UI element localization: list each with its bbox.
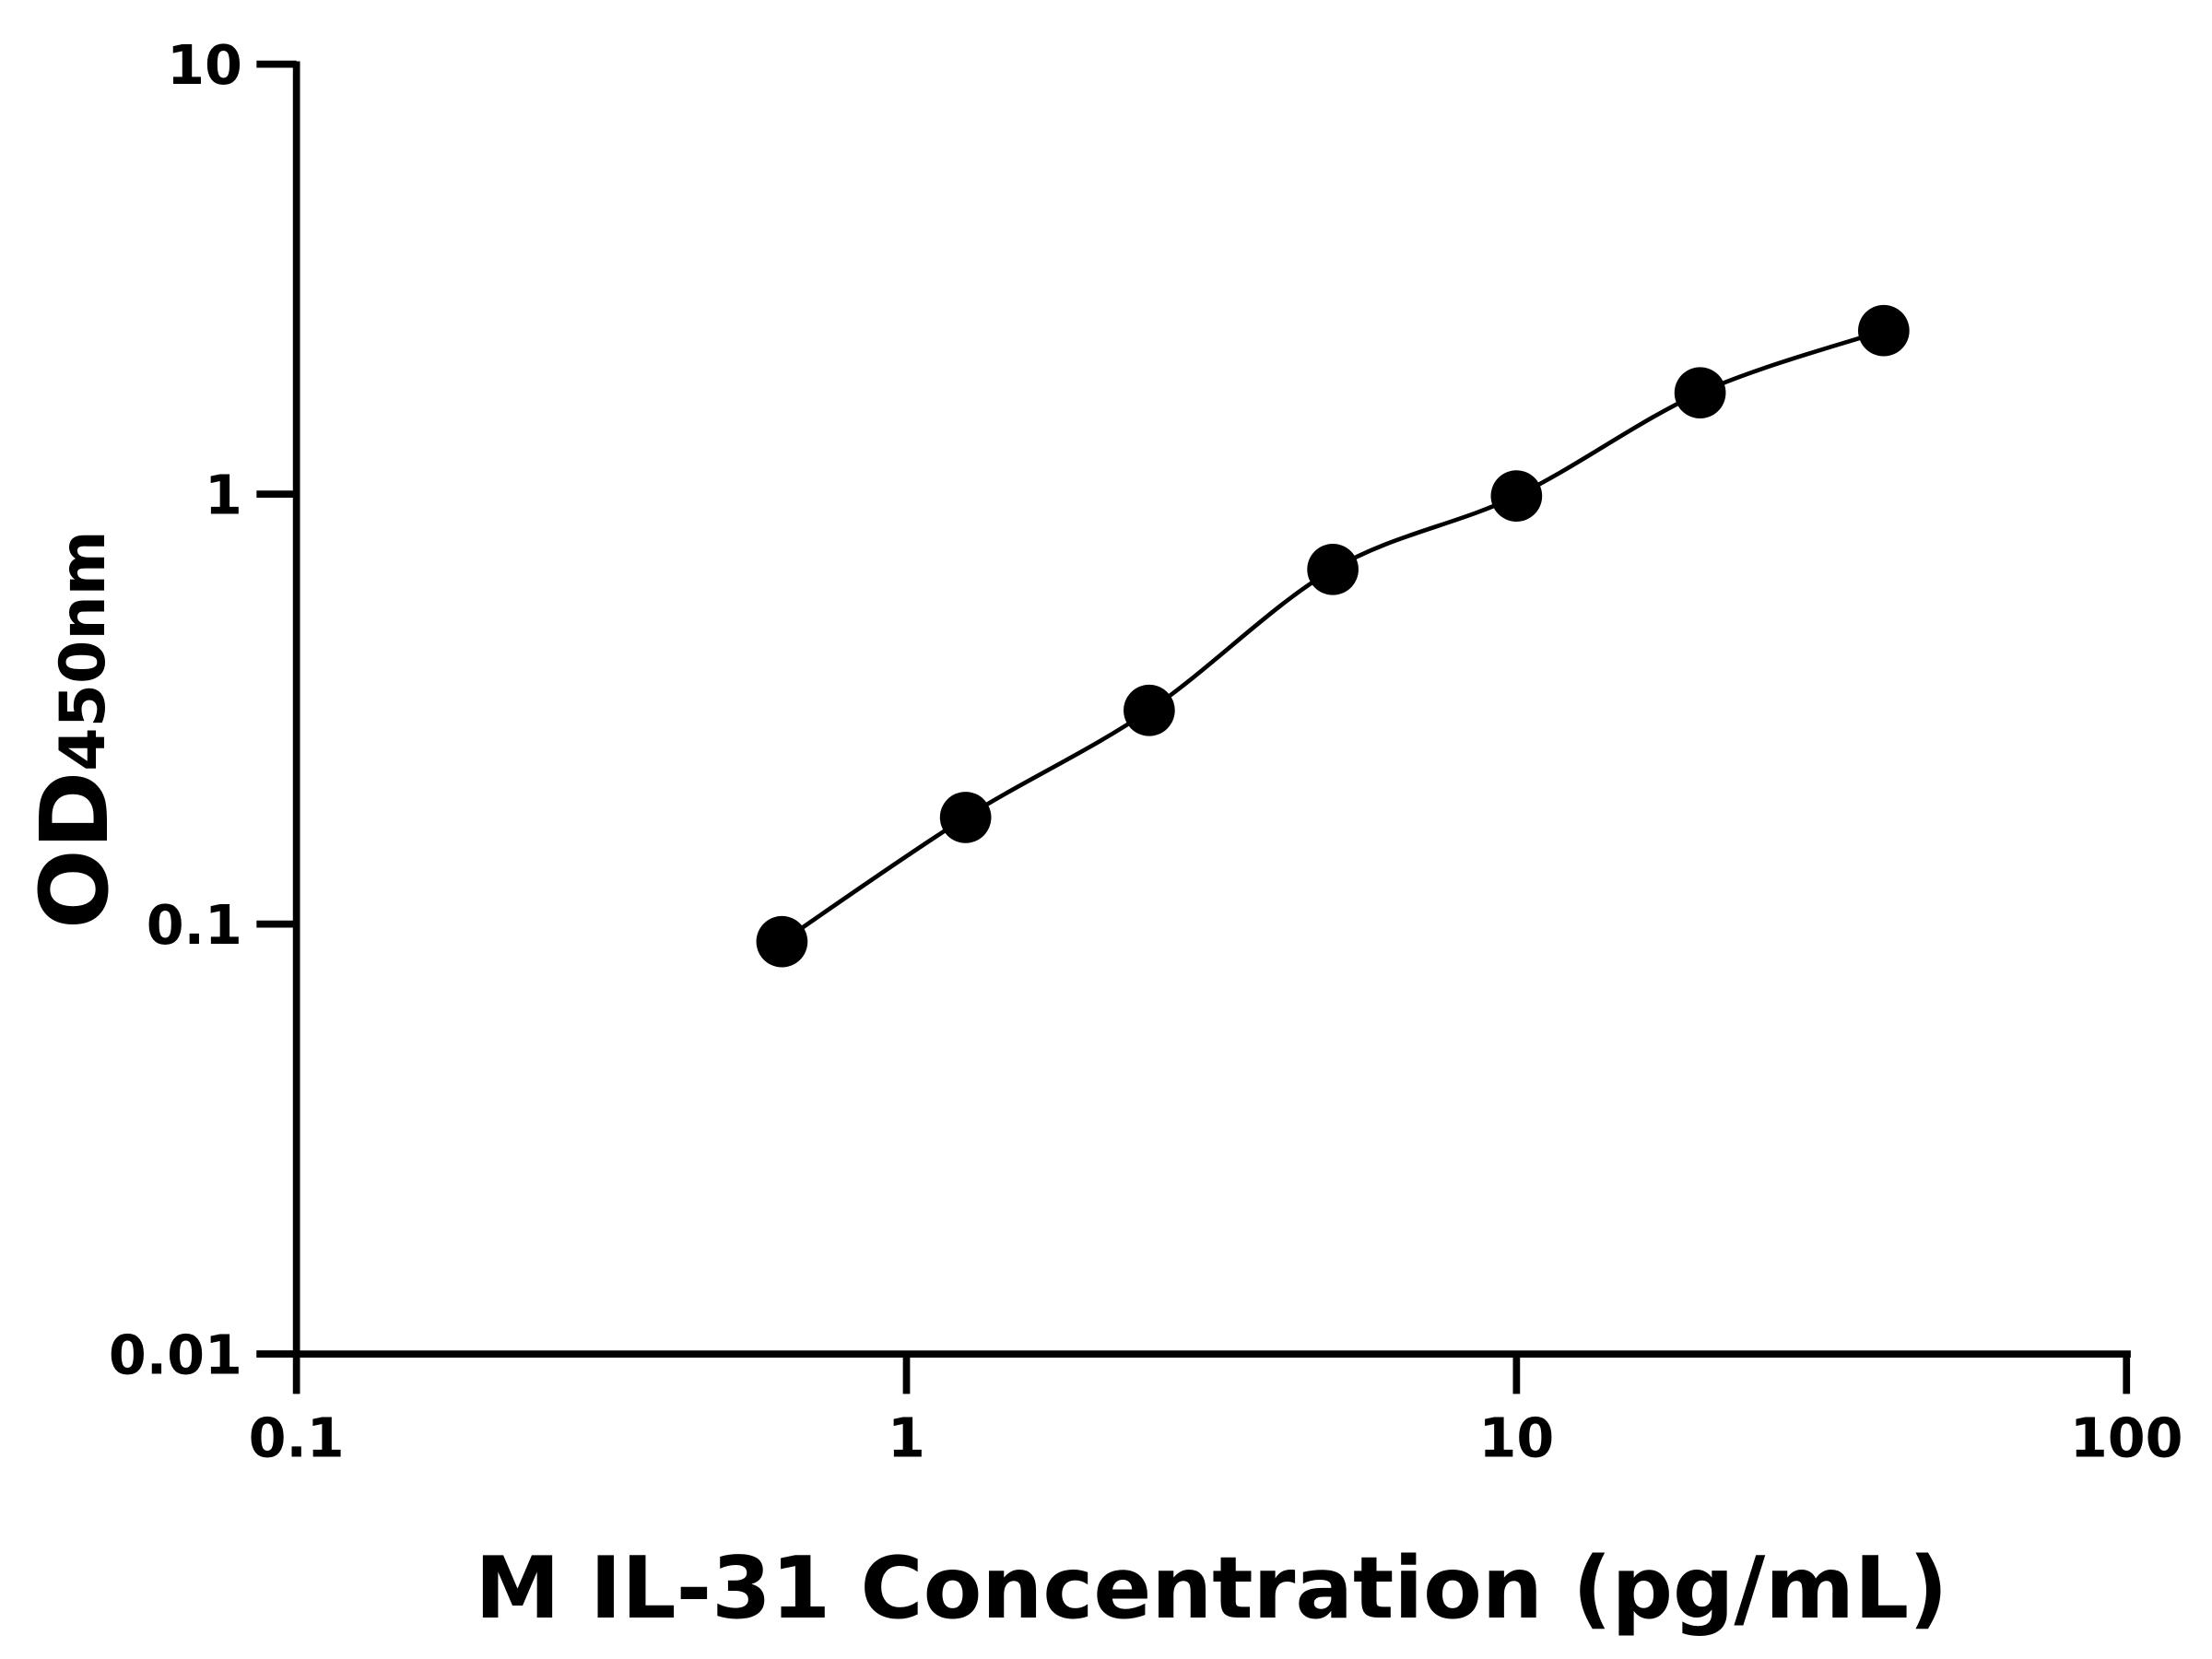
x-tick-label: 0.1: [249, 1406, 345, 1469]
data-point: [756, 915, 808, 968]
x-axis-label: M IL-31 Concentration (pg/mL): [475, 1538, 1947, 1638]
axes: [256, 61, 2131, 1358]
y-axis-label-sub: 450nm: [47, 530, 120, 771]
y-tick-label: 10: [167, 33, 242, 97]
fit-curve-group: [781, 328, 1885, 944]
x-tick-label: 100: [2070, 1406, 2183, 1469]
y-tick-label: 1: [205, 464, 242, 527]
x-tick-label: 1: [888, 1406, 925, 1469]
x-tick-label: 10: [1478, 1406, 1554, 1469]
y-axis-label-main: OD: [20, 771, 130, 929]
data-point: [1674, 367, 1726, 419]
data-point: [1307, 543, 1359, 595]
fit-curve: [781, 328, 1885, 944]
y-tick-label: 0.1: [147, 893, 242, 957]
y-axis-label: OD450nm: [20, 530, 130, 929]
data-points: [756, 304, 1910, 968]
svg-text:OD450nm: OD450nm: [20, 530, 130, 929]
data-point: [1858, 304, 1910, 357]
y-tick-label: 0.01: [109, 1324, 242, 1387]
data-point: [939, 792, 992, 843]
data-point: [1124, 684, 1175, 736]
data-point: [1490, 470, 1543, 522]
